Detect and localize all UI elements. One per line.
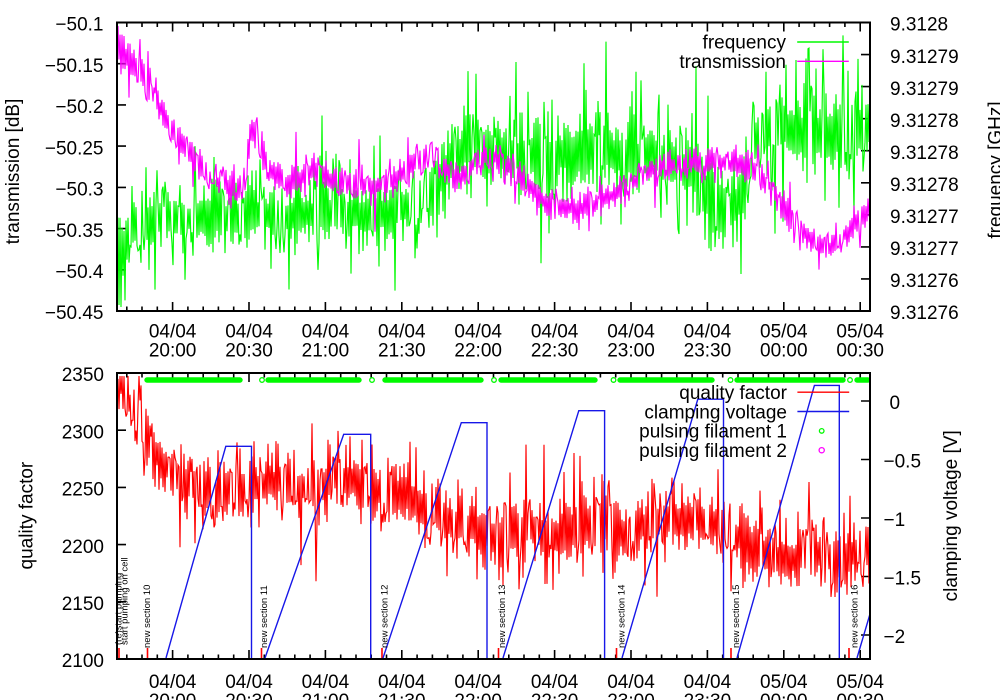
svg-text:−50.2: −50.2 [55, 97, 103, 118]
svg-text:new section 10: new section 10 [142, 585, 153, 648]
svg-text:new section 11: new section 11 [259, 585, 270, 648]
svg-text:new section 12: new section 12 [380, 585, 391, 648]
svg-text:04/04: 04/04 [225, 672, 273, 693]
svg-text:05/04: 05/04 [760, 672, 808, 693]
svg-text:−50.45: −50.45 [45, 303, 104, 324]
svg-text:22:00: 22:00 [454, 341, 502, 362]
svg-text:frequency [GHz]: frequency [GHz] [986, 101, 1000, 238]
svg-text:2300: 2300 [62, 422, 104, 443]
svg-text:9.31276: 9.31276 [890, 303, 959, 324]
svg-text:21:30: 21:30 [378, 691, 426, 700]
svg-text:9.3128: 9.3128 [890, 15, 948, 36]
svg-text:22:00: 22:00 [454, 691, 502, 700]
svg-text:9.31279: 9.31279 [890, 79, 959, 100]
svg-text:9.31279: 9.31279 [890, 47, 959, 68]
svg-text:frequency: frequency [703, 33, 787, 54]
svg-text:−1: −1 [884, 510, 906, 531]
svg-text:−50.15: −50.15 [45, 56, 104, 77]
svg-text:04/04: 04/04 [454, 672, 502, 693]
svg-text:23:30: 23:30 [684, 341, 732, 362]
svg-text:23:30: 23:30 [684, 691, 732, 700]
svg-text:04/04: 04/04 [684, 672, 732, 693]
svg-text:9.31276: 9.31276 [890, 271, 959, 292]
svg-text:clamping voltage [V]: clamping voltage [V] [941, 430, 962, 601]
svg-text:04/04: 04/04 [454, 322, 502, 343]
svg-text:clamping voltage: clamping voltage [644, 402, 787, 423]
svg-text:−50.4: −50.4 [55, 262, 104, 283]
svg-text:(re)start pumping: (re)start pumping [114, 573, 125, 645]
svg-text:05/04: 05/04 [760, 322, 808, 343]
svg-text:9.31278: 9.31278 [890, 111, 959, 132]
svg-text:quality factor: quality factor [679, 383, 787, 404]
svg-text:00:30: 00:30 [836, 691, 884, 700]
svg-text:0: 0 [890, 393, 901, 414]
svg-text:04/04: 04/04 [378, 322, 426, 343]
svg-text:−50.35: −50.35 [45, 221, 104, 242]
svg-text:23:00: 23:00 [607, 341, 655, 362]
svg-text:20:30: 20:30 [225, 341, 273, 362]
svg-text:new section 16: new section 16 [850, 585, 861, 648]
svg-text:transmission [dB]: transmission [dB] [3, 99, 24, 245]
svg-text:20:00: 20:00 [149, 341, 197, 362]
svg-text:00:00: 00:00 [760, 341, 808, 362]
svg-text:04/04: 04/04 [225, 322, 273, 343]
svg-text:04/04: 04/04 [684, 322, 732, 343]
svg-text:quality factor: quality factor [17, 461, 38, 569]
svg-text:−50.3: −50.3 [55, 180, 103, 201]
svg-text:00:00: 00:00 [760, 691, 808, 700]
svg-text:new section 14: new section 14 [616, 585, 627, 648]
svg-text:2200: 2200 [62, 537, 104, 558]
svg-text:21:00: 21:00 [302, 341, 350, 362]
svg-text:9.31278: 9.31278 [890, 143, 959, 164]
svg-text:04/04: 04/04 [378, 672, 426, 693]
svg-text:2350: 2350 [62, 365, 104, 386]
svg-text:04/04: 04/04 [302, 322, 350, 343]
svg-text:−50.1: −50.1 [55, 15, 103, 36]
svg-text:9.31277: 9.31277 [890, 239, 959, 260]
svg-text:−1.5: −1.5 [884, 569, 922, 590]
svg-text:2100: 2100 [62, 651, 104, 672]
svg-text:04/04: 04/04 [607, 322, 655, 343]
svg-text:04/04: 04/04 [302, 672, 350, 693]
svg-text:04/04: 04/04 [149, 322, 197, 343]
svg-text:22:30: 22:30 [531, 341, 579, 362]
svg-text:2150: 2150 [62, 594, 104, 615]
svg-text:21:30: 21:30 [378, 341, 426, 362]
svg-text:04/04: 04/04 [531, 322, 579, 343]
svg-text:00:30: 00:30 [836, 341, 884, 362]
svg-text:05/04: 05/04 [836, 672, 884, 693]
svg-text:20:00: 20:00 [149, 691, 197, 700]
svg-text:23:00: 23:00 [607, 691, 655, 700]
svg-text:04/04: 04/04 [607, 672, 655, 693]
svg-text:pulsing filament 2: pulsing filament 2 [639, 441, 787, 462]
svg-text:pulsing filament 1: pulsing filament 1 [639, 422, 787, 443]
svg-text:9.31277: 9.31277 [890, 207, 959, 228]
svg-text:21:00: 21:00 [302, 691, 350, 700]
svg-text:22:30: 22:30 [531, 691, 579, 700]
svg-text:04/04: 04/04 [149, 672, 197, 693]
svg-text:transmission: transmission [679, 52, 786, 73]
svg-text:−0.5: −0.5 [884, 452, 922, 473]
svg-text:05/04: 05/04 [836, 322, 884, 343]
svg-text:2250: 2250 [62, 480, 104, 501]
svg-text:9.31278: 9.31278 [890, 175, 959, 196]
svg-text:−2: −2 [884, 627, 906, 648]
svg-text:−50.25: −50.25 [45, 138, 104, 159]
svg-text:new section 13: new section 13 [497, 585, 508, 648]
svg-text:start pumping on cell: start pumping on cell [120, 557, 131, 645]
svg-text:new section 15: new section 15 [731, 585, 742, 648]
svg-text:04/04: 04/04 [531, 672, 579, 693]
svg-text:20:30: 20:30 [225, 691, 273, 700]
